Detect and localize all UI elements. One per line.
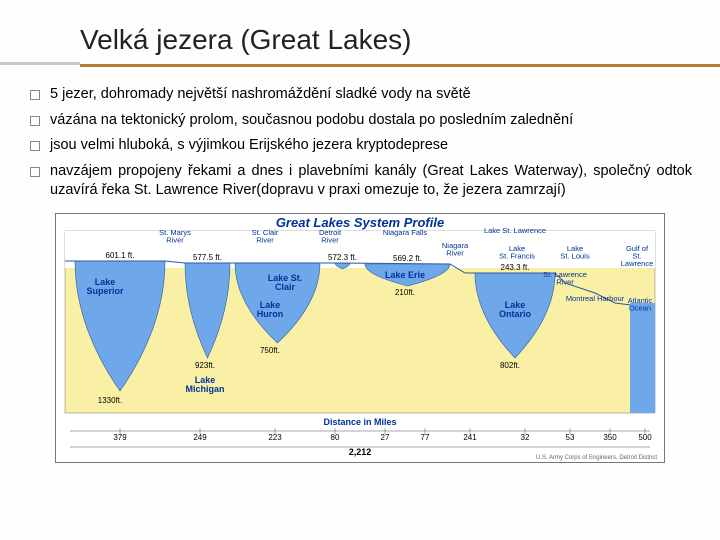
bullet-item: vázána na tektonický prolom, současnou p… xyxy=(28,111,692,131)
svg-text:27: 27 xyxy=(381,433,390,442)
svg-text:350: 350 xyxy=(603,433,617,442)
svg-text:80: 80 xyxy=(331,433,340,442)
bullet-item: navzájem propojeny řekami a dnes i plave… xyxy=(28,162,692,201)
page-title: Velká jezera (Great Lakes) xyxy=(80,24,720,64)
svg-text:601.1 ft.: 601.1 ft. xyxy=(106,251,135,260)
content: 5 jezer, dohromady největší nashromážděn… xyxy=(0,67,720,463)
svg-text:DetroitRiver: DetroitRiver xyxy=(319,228,342,245)
svg-text:572.3 ft.: 572.3 ft. xyxy=(328,253,357,262)
svg-text:223: 223 xyxy=(268,433,282,442)
title-area: Velká jezera (Great Lakes) xyxy=(0,0,720,67)
bullet-marker-icon xyxy=(30,141,40,151)
bullet-text: navzájem propojeny řekami a dnes i plave… xyxy=(50,162,692,201)
bullet-marker-icon xyxy=(30,90,40,100)
svg-text:500: 500 xyxy=(638,433,652,442)
svg-text:2,212: 2,212 xyxy=(349,447,372,457)
svg-text:923ft.: 923ft. xyxy=(195,361,215,370)
svg-text:53: 53 xyxy=(566,433,575,442)
svg-text:Montreal Harbour: Montreal Harbour xyxy=(566,294,625,303)
title-rule-left xyxy=(0,62,80,65)
svg-text:U.S. Army Corps of Engineers,: U.S. Army Corps of Engineers, Detroit Di… xyxy=(536,455,657,461)
svg-text:LakeHuron: LakeHuron xyxy=(257,300,284,319)
bullet-text: jsou velmi hluboká, s výjimkou Erijského… xyxy=(50,136,448,156)
svg-text:32: 32 xyxy=(521,433,530,442)
bullet-marker-icon xyxy=(30,167,40,177)
bullet-text: 5 jezer, dohromady největší nashromážděn… xyxy=(50,85,471,105)
bullet-text: vázána na tektonický prolom, současnou p… xyxy=(50,111,573,131)
svg-text:569.2 ft.: 569.2 ft. xyxy=(393,254,422,263)
svg-text:Distance in Miles: Distance in Miles xyxy=(323,417,396,427)
svg-text:AtlanticOcean: AtlanticOcean xyxy=(628,296,653,313)
chart-container: Great Lakes System Profile601.1 ft.577.5… xyxy=(55,213,665,463)
great-lakes-profile-chart: Great Lakes System Profile601.1 ft.577.5… xyxy=(55,213,665,463)
svg-text:1330ft.: 1330ft. xyxy=(98,396,122,405)
svg-text:577.5 ft.: 577.5 ft. xyxy=(193,253,222,262)
svg-text:Lake Erie: Lake Erie xyxy=(385,270,425,280)
svg-text:Lake St. Lawrence: Lake St. Lawrence xyxy=(484,226,546,235)
bullet-item: jsou velmi hluboká, s výjimkou Erijského… xyxy=(28,136,692,156)
bullet-marker-icon xyxy=(30,116,40,126)
svg-text:241: 241 xyxy=(463,433,477,442)
svg-text:77: 77 xyxy=(421,433,430,442)
bullet-item: 5 jezer, dohromady největší nashromážděn… xyxy=(28,85,692,105)
svg-text:210ft.: 210ft. xyxy=(395,288,415,297)
svg-text:379: 379 xyxy=(113,433,127,442)
svg-text:Niagara Falls: Niagara Falls xyxy=(383,228,427,237)
svg-text:802ft.: 802ft. xyxy=(500,361,520,370)
svg-text:243.3 ft.: 243.3 ft. xyxy=(501,263,530,272)
svg-text:249: 249 xyxy=(193,433,207,442)
svg-text:750ft.: 750ft. xyxy=(260,346,280,355)
